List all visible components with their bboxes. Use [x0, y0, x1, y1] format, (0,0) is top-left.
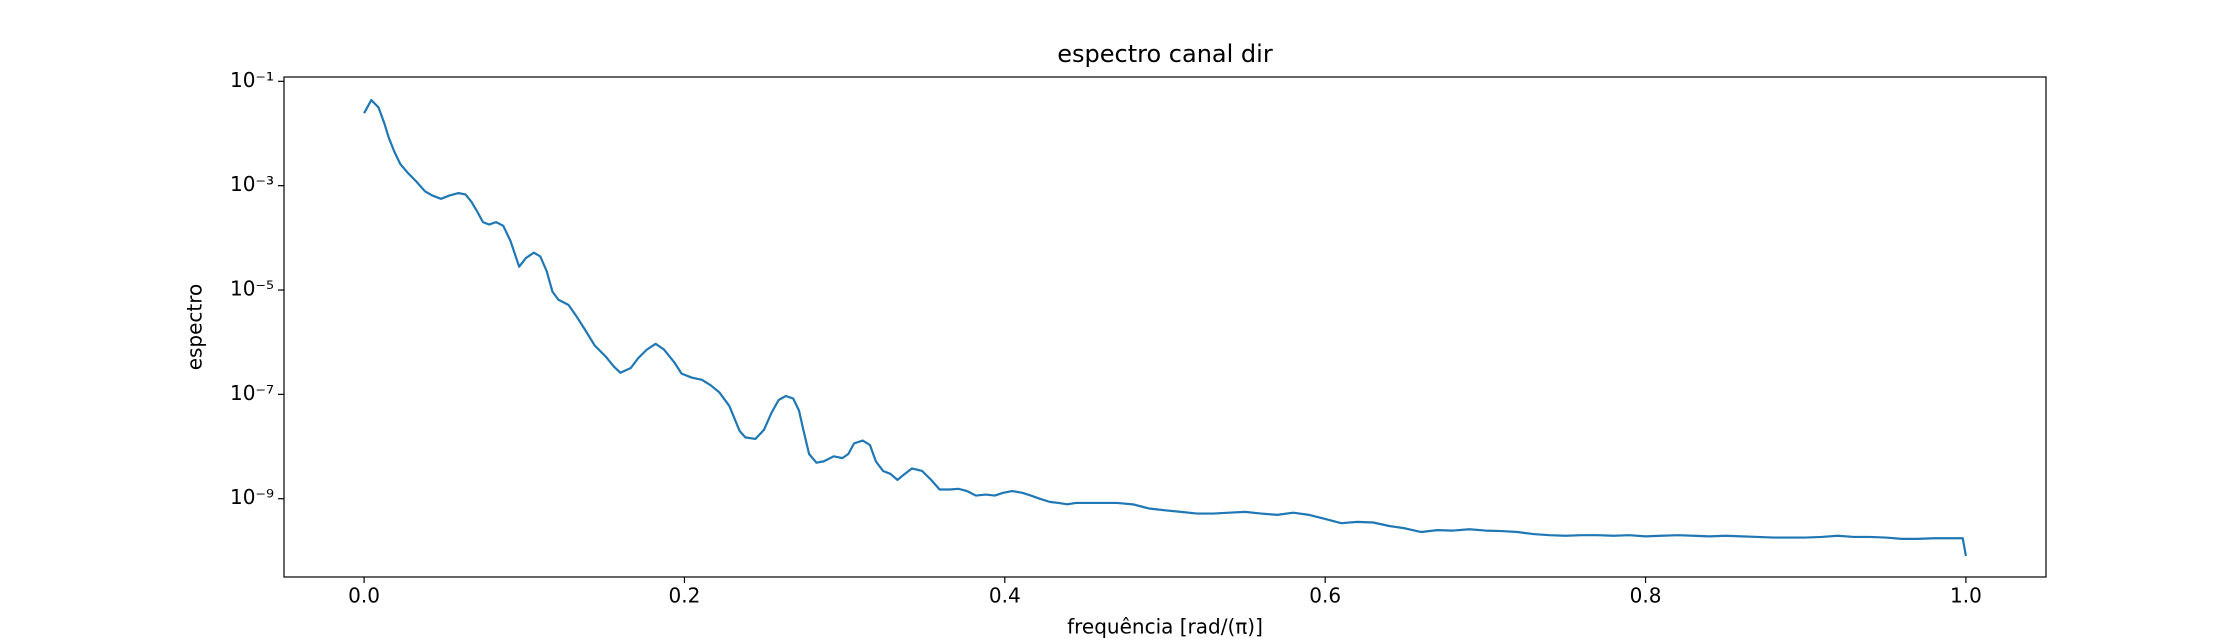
y-tick-label: 10⁻¹	[230, 68, 274, 92]
data-line	[363, 98, 1967, 557]
x-tick-label: 0.8	[1630, 584, 1662, 608]
x-tick-label: 0.6	[1309, 584, 1341, 608]
y-axis-label: espectro	[183, 284, 207, 371]
x-tick-label: 0.0	[348, 584, 380, 608]
plot-frame	[283, 76, 2047, 578]
y-tick-label: 10⁻⁷	[230, 381, 274, 405]
y-tick-label: 10⁻⁵	[230, 277, 274, 301]
x-axis-label: frequência [rad/(π)]	[1067, 615, 1263, 639]
chart-title: espectro canal dir	[1057, 40, 1273, 68]
x-tick-label: 0.4	[989, 584, 1021, 608]
x-tick-label: 0.2	[669, 584, 701, 608]
y-tick-label: 10⁻⁹	[230, 485, 274, 509]
y-tick-label: 10⁻³	[230, 172, 274, 196]
x-tick-label: 1.0	[1950, 584, 1982, 608]
